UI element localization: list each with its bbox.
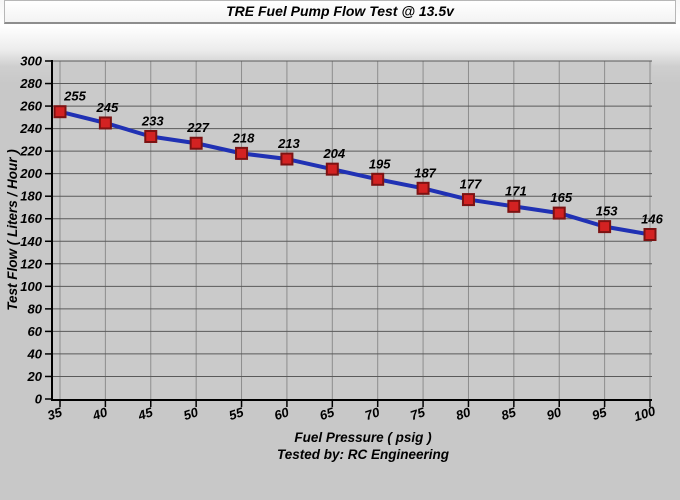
data-point-label: 204: [322, 146, 345, 161]
y-tick-label: 60: [28, 324, 43, 339]
markers: [53, 105, 657, 242]
data-point-label: 227: [186, 120, 209, 135]
data-point-marker: [552, 206, 566, 220]
data-point-label: 165: [550, 190, 572, 205]
x-tick-label: 85: [499, 404, 518, 423]
data-point-marker: [98, 116, 112, 130]
x-tick-label: 40: [90, 404, 110, 423]
x-tick-label: 80: [454, 404, 473, 423]
x-tick-label: 50: [182, 404, 201, 423]
x-tick-label: 95: [590, 404, 609, 423]
data-point-marker: [643, 228, 657, 242]
y-tick-label: 280: [19, 76, 42, 91]
y-axis-title: Test Flow ( Liters / Hour ): [5, 149, 20, 311]
y-tick-label: 260: [19, 99, 42, 114]
data-point-label: 146: [641, 212, 663, 227]
chart-title-box: TRE Fuel Pump Flow Test @ 13.5v: [4, 0, 676, 24]
data-point-label: 255: [63, 89, 86, 104]
data-point-marker: [371, 172, 385, 186]
series: [58, 109, 652, 237]
y-tick-label: 0: [35, 392, 43, 407]
x-tick-label: 65: [318, 404, 337, 423]
y-tick-label: 40: [27, 346, 43, 361]
chart-title: TRE Fuel Pump Flow Test @ 13.5v: [226, 3, 454, 19]
y-tick-label: 140: [20, 234, 42, 249]
data-point-marker: [144, 129, 158, 143]
data-point-marker: [235, 146, 249, 160]
x-axis-title: Fuel Pressure ( psig ): [294, 430, 432, 445]
series-line: [58, 109, 652, 237]
data-point-marker: [53, 105, 67, 119]
y-tick-label: 160: [20, 211, 42, 226]
data-point-marker: [461, 193, 475, 207]
tick-labels: 0 20 40 60 80 100 120 140 160 180 200 220 240 260 280 3…: [19, 54, 658, 425]
data-point-marker: [507, 199, 521, 213]
data-point-marker: [189, 136, 203, 150]
plot-area: [52, 61, 652, 399]
y-tick-label: 20: [27, 369, 43, 384]
x-tick-label: 60: [272, 404, 291, 423]
x-tick-label: 35: [45, 404, 64, 423]
data-point-label: 171: [505, 183, 527, 198]
y-tick-label: 120: [20, 256, 42, 271]
plot-background: [52, 61, 652, 399]
data-point-label: 195: [369, 156, 391, 171]
y-tick-label: 180: [20, 189, 42, 204]
y-tick-label: 300: [20, 54, 42, 69]
x-tick-label: 75: [408, 404, 427, 423]
data-point-label: 218: [232, 130, 255, 145]
data-labels: 255 245 233 227 218 213 204 195 187 177 171 165 153 1…: [63, 89, 663, 227]
y-tick-label: 80: [28, 301, 43, 316]
x-tick-label: 90: [545, 404, 564, 423]
data-point-label: 153: [596, 204, 618, 219]
data-point-label: 233: [141, 113, 164, 128]
x-tick-label: 45: [135, 404, 155, 423]
y-tick-label: 200: [19, 166, 42, 181]
data-point-marker: [598, 220, 612, 234]
data-point-label: 213: [277, 136, 300, 151]
x-tick-label: 100: [632, 403, 658, 424]
x-tick-label: 55: [227, 404, 246, 423]
gridlines: [52, 60, 652, 399]
y-tick-label: 240: [19, 121, 42, 136]
y-tick-label: 100: [20, 279, 42, 294]
data-point-marker: [416, 181, 430, 195]
tested-by-note: Tested by: RC Engineering: [276, 447, 450, 462]
data-point-label: 245: [96, 100, 119, 115]
data-point-marker: [325, 162, 339, 176]
y-tick-label: 220: [19, 144, 42, 159]
axes: [45, 60, 652, 407]
data-point-marker: [280, 152, 294, 166]
data-point-label: 177: [460, 177, 482, 192]
data-point-label: 187: [414, 165, 436, 180]
x-tick-label: 70: [363, 404, 382, 423]
